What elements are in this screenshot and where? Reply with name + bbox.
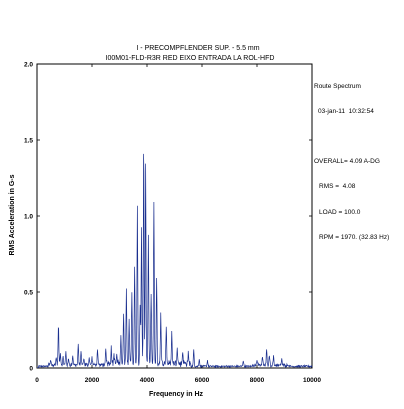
y-axis-label: RMS Acceleration in G-s — [9, 174, 16, 255]
x-tick-label: 6000 — [195, 377, 210, 384]
chart-title: I - PRECOMPFLENDER SUP. - 5.5 mm — [136, 45, 259, 52]
y-tick-labels: 0 0.5 1.0 1.5 2.0 — [24, 62, 33, 373]
info-rms: RMS = 4.08 — [319, 183, 356, 191]
info-overall: OVERALL= 4.09 A-DG — [314, 158, 380, 166]
plot-frame — [36, 63, 313, 369]
spectrum-line — [37, 153, 313, 369]
x-tick-label: 2000 — [85, 377, 100, 384]
info-rpm: RPM = 1970. (32.83 Hz) — [319, 233, 390, 241]
x-tick-labels: 0 2000 4000 6000 8000 10000 — [35, 377, 321, 384]
spectrum-info-panel: Route Spectrum 03-jan-11 10:32:54 OVERAL… — [314, 66, 389, 251]
y-tick-label: 0 — [29, 366, 33, 373]
info-load: LOAD = 100.0 — [319, 208, 361, 216]
y-tick-label: 1.0 — [24, 214, 33, 221]
x-tick-label: 0 — [35, 377, 39, 384]
x-tick-label: 10000 — [303, 377, 321, 384]
x-tick-label: 4000 — [140, 377, 155, 384]
chart-subtitle: I00M01-FLD-R3R RED EIXO ENTRADA LA ROL-H… — [106, 55, 275, 62]
info-header: Route Spectrum — [314, 82, 361, 90]
axis-ticks — [36, 63, 313, 369]
y-tick-label: 0.5 — [24, 290, 33, 297]
y-tick-label: 1.5 — [24, 138, 33, 145]
y-tick-label: 2.0 — [24, 62, 33, 69]
info-date: 03-jan-11 10:32:54 — [318, 108, 374, 116]
x-tick-label: 8000 — [250, 377, 265, 384]
x-axis-label: Frequency in Hz — [149, 391, 204, 398]
